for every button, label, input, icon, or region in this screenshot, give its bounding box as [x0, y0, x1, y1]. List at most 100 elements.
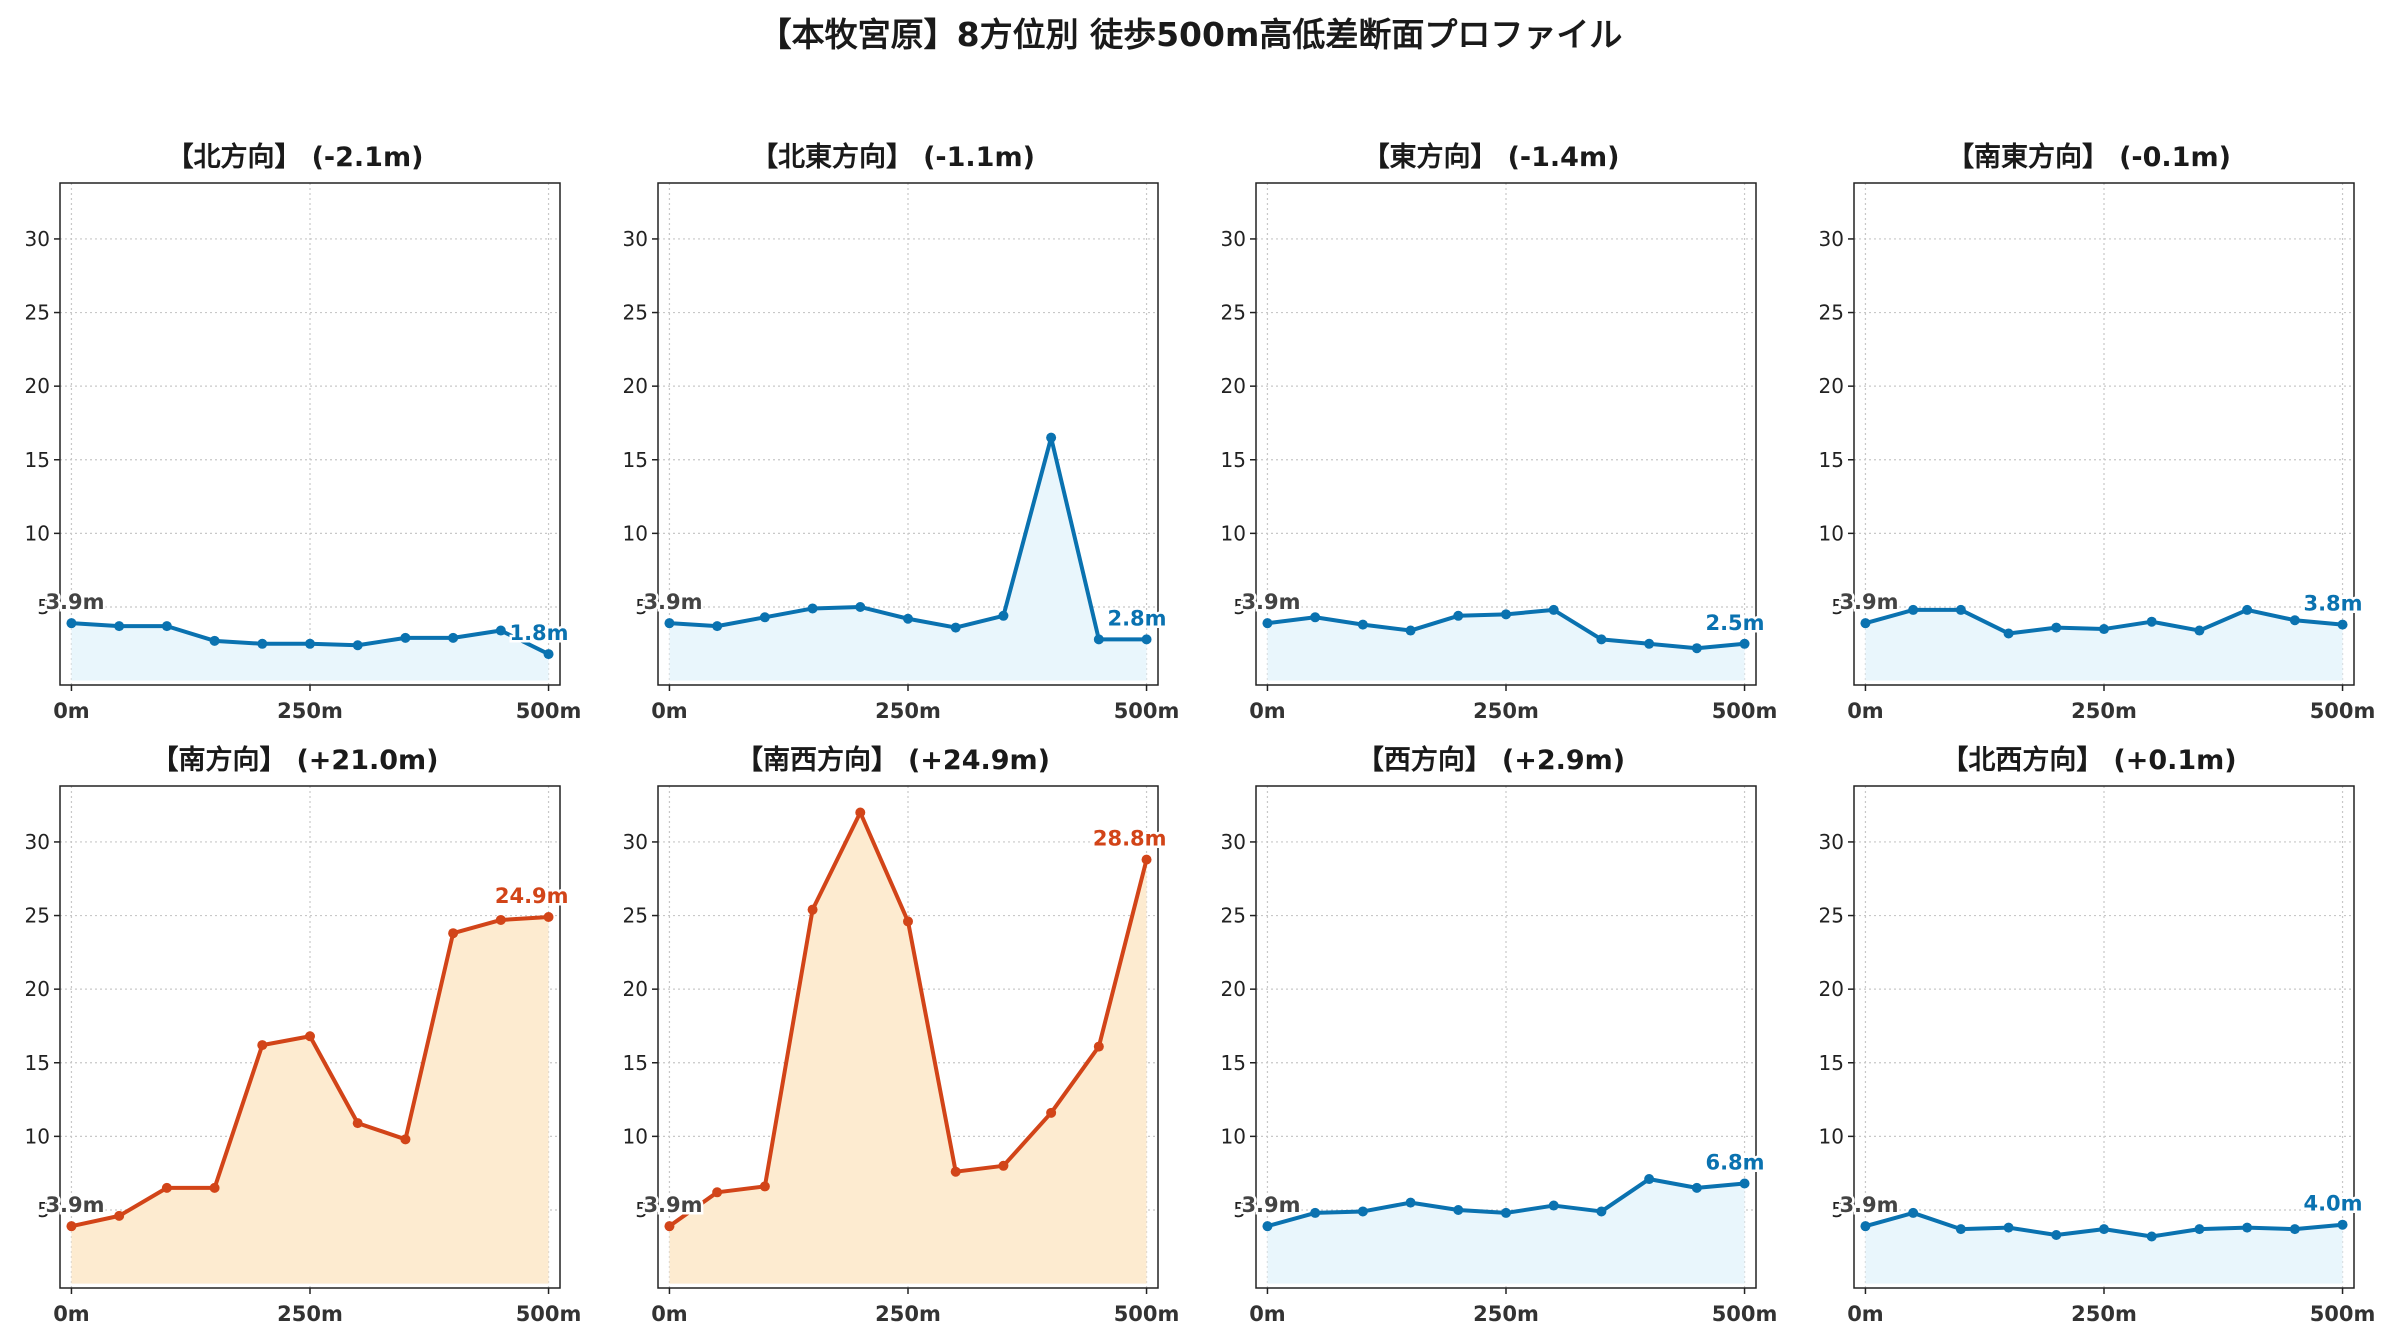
panel-delta: (+0.1m): [2113, 745, 2237, 776]
y-tick-label: 25: [25, 904, 50, 928]
panel-title: 【西方向】 (+2.9m): [1196, 738, 1786, 777]
y-tick-label: 30: [25, 227, 50, 251]
data-point: [2146, 1231, 2157, 1242]
data-point: [161, 1182, 172, 1193]
data-point: [543, 649, 554, 660]
y-tick-label: 20: [1819, 374, 1844, 398]
chart-panel: 【西方向】 (+2.9m) 5 10 15 20 25 30 0m 250m 500m 3.9m 6.8…: [1196, 738, 1786, 1323]
data-point: [66, 1221, 77, 1232]
elevation-area: [1865, 609, 2343, 681]
elevation-area: [669, 812, 1147, 1284]
x-tick-label: 0m: [1847, 1302, 1884, 1323]
data-point: [1908, 1207, 1919, 1218]
data-point: [2337, 1219, 2348, 1230]
panel-title: 【北西方向】 (+0.1m): [1794, 738, 2381, 777]
data-point: [2003, 1222, 2014, 1233]
y-tick-label: 5: [635, 595, 648, 619]
data-point: [1262, 618, 1273, 629]
x-tick-label: 0m: [651, 699, 688, 720]
x-tick-label: 0m: [53, 699, 90, 720]
y-tick-label: 5: [1831, 1198, 1844, 1222]
y-tick-label: 25: [1221, 904, 1246, 928]
data-point: [1262, 1221, 1273, 1232]
panel-direction: 【南西方向】: [735, 745, 898, 776]
panel-delta: (+2.9m): [1501, 745, 1626, 776]
y-tick-label: 30: [1819, 830, 1844, 854]
y-tick-label: 25: [25, 301, 50, 325]
x-tick-label: 500m: [1712, 1302, 1778, 1323]
start-elevation-label: 3.9m: [45, 590, 104, 614]
data-point: [855, 601, 866, 612]
data-point: [2289, 1224, 2300, 1235]
panel-direction: 【南東方向】: [1947, 142, 2110, 173]
data-point: [543, 912, 554, 923]
data-point: [1046, 1107, 1057, 1118]
data-point: [1955, 604, 1966, 615]
data-point: [1405, 1197, 1416, 1208]
data-point: [1501, 609, 1511, 620]
x-tick-label: 250m: [2071, 699, 2137, 720]
profile-chart: 5 10 15 20 25 30 0m 250m 500m 3.9m 2.8m: [623, 182, 1179, 720]
data-point: [1548, 1200, 1559, 1211]
data-point: [1860, 1221, 1871, 1232]
data-point: [1691, 1182, 1702, 1193]
data-point: [161, 621, 172, 632]
panel-delta: (-1.4m): [1507, 142, 1620, 173]
x-tick-label: 250m: [875, 699, 941, 720]
data-point: [352, 1118, 363, 1129]
end-elevation-label: 2.8m: [1107, 606, 1166, 630]
data-point: [903, 916, 913, 927]
x-tick-label: 0m: [1249, 1302, 1286, 1323]
panel-direction: 【北東方向】: [751, 142, 914, 173]
data-point: [855, 807, 866, 818]
data-point: [1093, 634, 1104, 645]
data-point: [2051, 622, 2062, 633]
end-elevation-label: 2.5m: [1705, 611, 1764, 635]
y-tick-label: 10: [1221, 521, 1246, 545]
panel-title: 【南東方向】 (-0.1m): [1794, 135, 2381, 174]
y-tick-label: 20: [25, 374, 50, 398]
chart-panel: 【北方向】 (-2.1m) 5 10 15 20 25 30 0m 250m 500m 3.9m 1.8…: [0, 135, 590, 720]
data-point: [1357, 619, 1368, 630]
y-tick-label: 15: [1819, 448, 1844, 472]
data-point: [807, 904, 818, 915]
data-point: [759, 1181, 770, 1192]
y-tick-label: 30: [1221, 830, 1246, 854]
y-tick-label: 15: [623, 448, 648, 472]
x-tick-label: 250m: [277, 699, 343, 720]
data-point: [712, 621, 723, 632]
y-tick-label: 20: [623, 374, 648, 398]
panel-title: 【南方向】 (+21.0m): [0, 738, 590, 777]
profile-chart: 5 10 15 20 25 30 0m 250m 500m 3.9m 1.8m: [25, 182, 581, 720]
elevation-area: [71, 623, 549, 681]
x-tick-label: 0m: [1249, 699, 1286, 720]
data-point: [1739, 638, 1750, 649]
data-point: [2003, 628, 2014, 639]
data-point: [1501, 1207, 1511, 1218]
x-tick-label: 250m: [2071, 1302, 2137, 1323]
y-tick-label: 5: [635, 1198, 648, 1222]
data-point: [1860, 618, 1871, 629]
data-point: [114, 621, 125, 632]
y-tick-label: 20: [25, 977, 50, 1001]
chart-panel: 【北東方向】 (-1.1m) 5 10 15 20 25 30 0m 250m 500m 3.9m 2.…: [598, 135, 1188, 720]
start-elevation-label: 3.9m: [1839, 590, 1898, 614]
data-point: [1453, 1204, 1464, 1215]
panel-title: 【南西方向】 (+24.9m): [598, 738, 1188, 777]
data-point: [2099, 1224, 2109, 1235]
data-point: [998, 610, 1009, 621]
panel-direction: 【東方向】: [1362, 142, 1498, 173]
y-tick-label: 10: [623, 1124, 648, 1148]
data-point: [950, 622, 961, 633]
panel-direction: 【北方向】: [166, 142, 302, 173]
data-point: [2194, 625, 2205, 636]
data-point: [998, 1160, 1009, 1171]
start-elevation-label: 3.9m: [643, 590, 702, 614]
y-tick-label: 30: [623, 227, 648, 251]
y-tick-label: 25: [623, 301, 648, 325]
panel-title: 【北方向】 (-2.1m): [0, 135, 590, 174]
x-tick-label: 250m: [1473, 1302, 1539, 1323]
data-point: [2337, 619, 2348, 630]
data-point: [2242, 604, 2253, 615]
y-tick-label: 5: [1233, 1198, 1246, 1222]
